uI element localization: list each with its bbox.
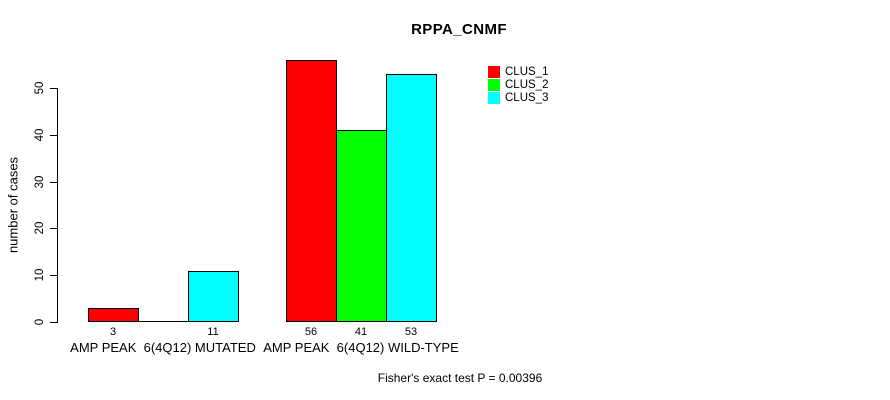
bar-value-label: 3 — [109, 326, 117, 338]
legend-label: CLUS_2 — [505, 78, 549, 91]
legend-label: CLUS_3 — [505, 91, 549, 104]
group-label: AMP PEAK 6(4Q12) WILD-TYPE — [263, 340, 459, 355]
y-axis-title: number of cases — [5, 156, 21, 254]
y-axis-line — [57, 88, 58, 323]
group-label: AMP PEAK 6(4Q12) MUTATED — [70, 340, 256, 355]
y-axis-tick-label: 10 — [34, 268, 46, 282]
bar — [88, 308, 139, 322]
bar-value-label: 11 — [207, 326, 219, 338]
y-axis-tick-label: 20 — [34, 221, 46, 235]
y-axis-tick — [50, 275, 57, 276]
bar-value-label: 41 — [354, 326, 368, 338]
bar — [336, 130, 387, 322]
y-axis-tick — [50, 182, 57, 183]
y-axis-tick-label: 0 — [34, 318, 46, 326]
bar — [386, 74, 437, 322]
fisher-test-note: Fisher's exact test P = 0.00396 — [377, 371, 543, 385]
legend: CLUS_1 CLUS_2 CLUS_3 — [488, 65, 548, 104]
bar-value-label: 56 — [304, 326, 318, 338]
bar — [188, 271, 239, 322]
y-axis-tick-label: 50 — [34, 81, 46, 95]
bar-value-label: 53 — [404, 326, 418, 338]
legend-item: CLUS_3 — [488, 91, 548, 104]
legend-swatch — [488, 91, 500, 104]
bar — [286, 60, 337, 322]
y-axis-tick — [50, 135, 57, 136]
y-axis-tick — [50, 228, 57, 229]
legend-item: CLUS_2 — [488, 78, 548, 91]
legend-item: CLUS_1 — [488, 65, 548, 78]
y-axis-tick-label: 30 — [34, 175, 46, 189]
y-axis-tick-label: 40 — [34, 128, 46, 142]
legend-swatch — [488, 65, 500, 78]
zero-bar-line — [138, 321, 189, 322]
y-axis-tick — [50, 322, 57, 323]
y-axis-tick — [50, 88, 57, 89]
chart-title: RPPA_CNMF — [411, 21, 507, 38]
legend-label: CLUS_1 — [505, 65, 549, 78]
legend-swatch — [488, 78, 500, 91]
